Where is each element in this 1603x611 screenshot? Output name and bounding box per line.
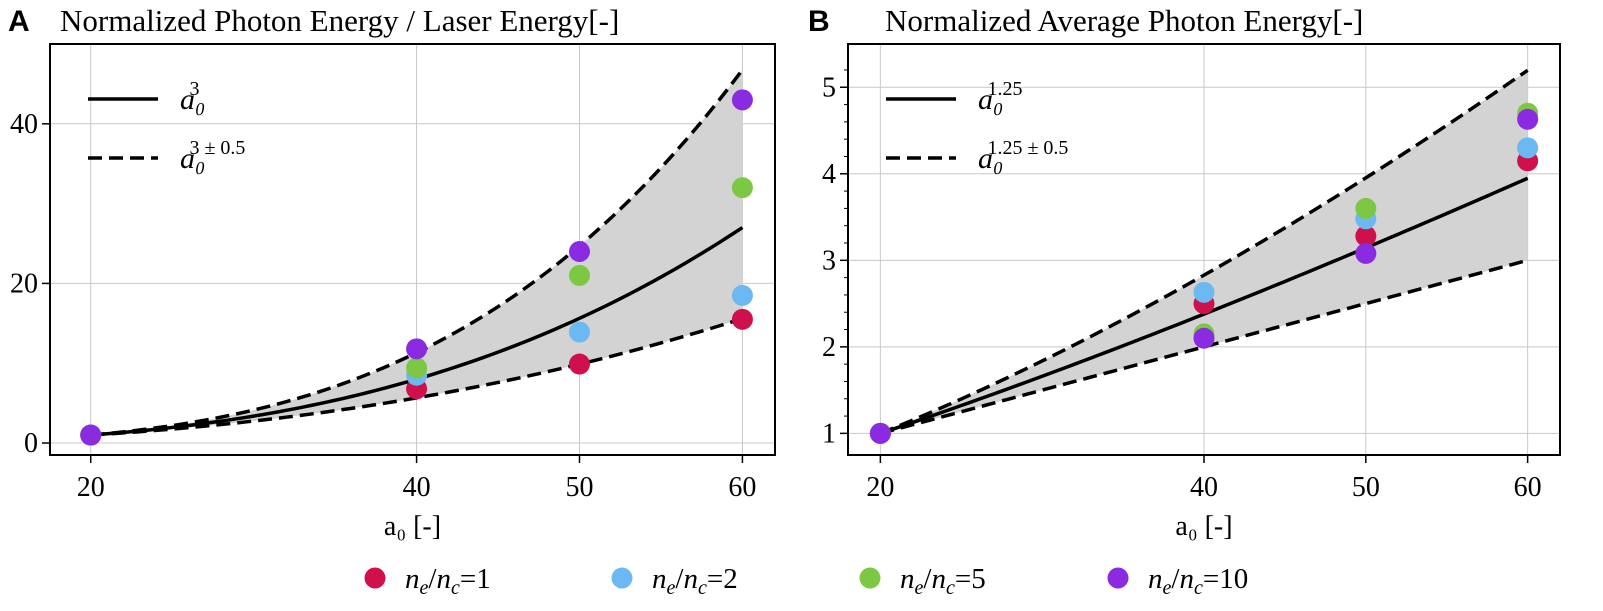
chart-title: Normalized Average Photon Energy[-] — [885, 3, 1363, 38]
data-point-ne-nc-1 — [568, 353, 590, 375]
data-point-ne-nc-1 — [731, 308, 753, 330]
legend-item-2: ne/nc=2 — [611, 563, 738, 599]
panel-a: A Normalized Photon Energy / Laser Energy… — [8, 3, 776, 542]
data-point-ne-nc-10 — [1355, 242, 1377, 264]
data-point-ne-nc-5 — [731, 177, 753, 199]
legend-fit-label: a₀3 — [180, 78, 205, 116]
data-point-ne-nc-10 — [869, 422, 891, 444]
x-tick-label: 50 — [565, 472, 593, 503]
x-tick-label: 60 — [1514, 472, 1542, 503]
x-tick-label: 20 — [77, 472, 105, 503]
x-tick-label: 40 — [1190, 472, 1218, 503]
y-tick-label: 5 — [822, 72, 836, 103]
panel-b: B Normalized Average Photon Energy[-] 20 40… — [808, 3, 1561, 542]
uncertainty-band — [90, 69, 743, 436]
legend-item-1: ne/nc=1 — [364, 563, 491, 599]
legend-marker — [611, 567, 633, 589]
data-point-ne-nc-2 — [1193, 281, 1215, 303]
data-point-ne-nc-10 — [731, 89, 753, 111]
legend-marker — [364, 567, 386, 589]
legend-label: ne/nc=5 — [900, 563, 986, 599]
legend-label: ne/nc=2 — [652, 563, 738, 599]
fit-base: a₀ — [978, 83, 1003, 116]
data-point-ne-nc-5 — [1355, 197, 1377, 219]
data-point-ne-nc-5 — [568, 264, 590, 286]
data-point-ne-nc-10 — [80, 424, 102, 446]
y-tick-label: 4 — [822, 159, 836, 190]
legend-marker — [1107, 567, 1129, 589]
fit-base: a₀ — [180, 142, 205, 175]
fit-exponent: 1.25 — [987, 78, 1022, 100]
data-point-ne-nc-2 — [568, 321, 590, 343]
x-tick-label: 40 — [403, 472, 431, 503]
fit-base: a₀ — [180, 83, 205, 116]
data-point-ne-nc-10 — [1517, 108, 1539, 130]
legend-label: ne/nc=10 — [1148, 563, 1248, 599]
y-tick-label: 20 — [10, 268, 38, 299]
fit-exponent: 1.25 ± 0.5 — [987, 137, 1068, 159]
panel-label: B — [808, 5, 830, 38]
y-tick-label: 2 — [822, 332, 836, 363]
legend-fit-label: a₀1.25 — [978, 78, 1022, 116]
plot-frame — [49, 43, 776, 456]
x-axis-label: a₀ [-] — [384, 511, 441, 542]
x-tick-label: 60 — [728, 472, 756, 503]
data-point-ne-nc-10 — [568, 240, 590, 262]
panel-label: A — [8, 5, 30, 38]
legend-item-4: ne/nc=10 — [1107, 563, 1248, 599]
fit-exponent: 3 ± 0.5 — [189, 137, 245, 159]
fit-upper-dashed-line — [879, 68, 1529, 435]
data-point-ne-nc-10 — [406, 338, 428, 360]
legend-fit-label: a₀3 ± 0.5 — [180, 137, 245, 175]
y-tick-label: 3 — [822, 245, 836, 276]
data-point-ne-nc-5 — [406, 357, 428, 379]
y-tick-label: 0 — [24, 428, 38, 459]
uncertainty-band — [880, 70, 1528, 434]
y-tick-label: 1 — [822, 418, 836, 449]
fit-solid-line — [879, 176, 1529, 436]
legend-label: ne/nc=1 — [405, 563, 491, 599]
legend-item-3: ne/nc=5 — [859, 563, 986, 599]
fit-base: a₀ — [978, 142, 1003, 175]
data-point-ne-nc-2 — [1517, 137, 1539, 159]
y-tick-label: 40 — [10, 109, 38, 140]
fit-lower-dashed-line — [879, 258, 1529, 436]
data-point-ne-nc-2 — [731, 284, 753, 306]
legend-marker — [859, 567, 881, 589]
legend-fit-label: a₀1.25 ± 0.5 — [978, 137, 1068, 175]
data-point-ne-nc-10 — [1193, 327, 1215, 349]
x-tick-label: 20 — [866, 472, 894, 503]
x-tick-label: 50 — [1352, 472, 1380, 503]
data-point-ne-nc-1 — [1355, 225, 1377, 247]
chart-title: Normalized Photon Energy / Laser Energy[… — [60, 3, 619, 38]
series-legend: ne/nc=1 ne/nc=2 ne/nc=5 ne/nc=10 — [364, 563, 1248, 599]
fit-exponent: 3 — [189, 78, 199, 100]
x-axis-label: a₀ [-] — [1175, 511, 1232, 542]
